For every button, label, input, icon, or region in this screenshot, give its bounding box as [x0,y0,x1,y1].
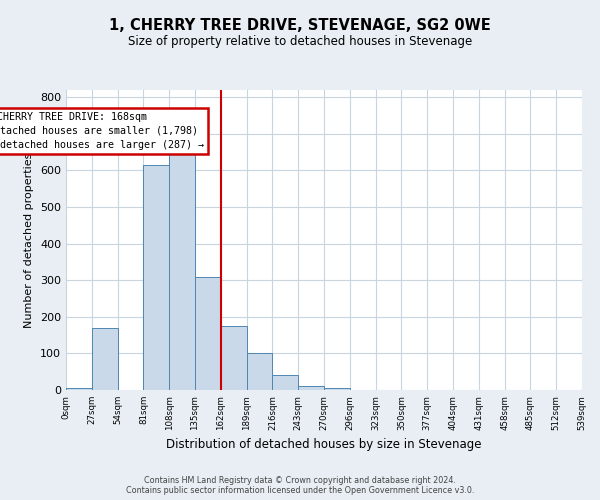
Text: 1 CHERRY TREE DRIVE: 168sqm
← 86% of detached houses are smaller (1,798)
14% of : 1 CHERRY TREE DRIVE: 168sqm ← 86% of det… [0,112,205,150]
Text: Contains public sector information licensed under the Open Government Licence v3: Contains public sector information licen… [126,486,474,495]
Bar [143,165,169,390]
Y-axis label: Number of detached properties: Number of detached properties [25,152,34,328]
Bar [247,354,272,390]
Bar [66,388,92,390]
Text: 1, CHERRY TREE DRIVE, STEVENAGE, SG2 0WE: 1, CHERRY TREE DRIVE, STEVENAGE, SG2 0WE [109,18,491,32]
Bar [272,376,298,390]
Text: Size of property relative to detached houses in Stevenage: Size of property relative to detached ho… [128,35,472,48]
Bar [221,326,247,390]
Bar [298,386,324,390]
Text: Contains HM Land Registry data © Crown copyright and database right 2024.: Contains HM Land Registry data © Crown c… [144,476,456,485]
Bar [195,276,221,390]
X-axis label: Distribution of detached houses by size in Stevenage: Distribution of detached houses by size … [166,438,482,451]
Bar [92,328,118,390]
Bar [169,152,195,390]
Bar [324,388,350,390]
